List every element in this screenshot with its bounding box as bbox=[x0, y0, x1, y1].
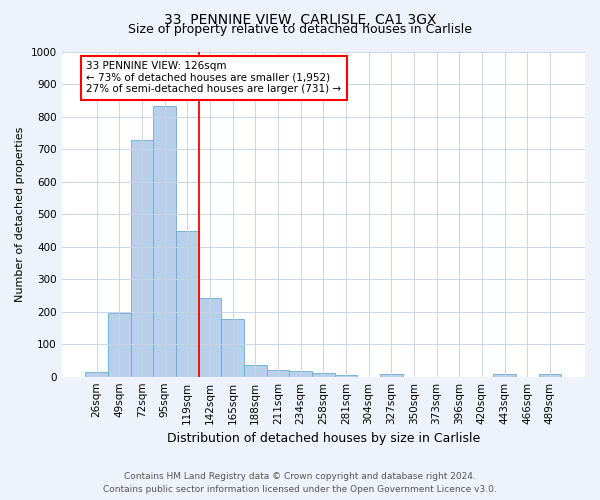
Bar bbox=[539, 374, 561, 376]
Bar bbox=[493, 374, 516, 376]
Bar bbox=[312, 373, 335, 376]
Bar bbox=[221, 319, 244, 376]
X-axis label: Distribution of detached houses by size in Carlisle: Distribution of detached houses by size … bbox=[167, 432, 480, 445]
Text: Contains HM Land Registry data © Crown copyright and database right 2024.
Contai: Contains HM Land Registry data © Crown c… bbox=[103, 472, 497, 494]
Bar bbox=[108, 314, 131, 376]
Bar bbox=[131, 140, 154, 376]
Bar bbox=[335, 374, 357, 376]
Bar bbox=[199, 298, 221, 376]
Y-axis label: Number of detached properties: Number of detached properties bbox=[15, 126, 25, 302]
Bar bbox=[154, 106, 176, 376]
Text: Size of property relative to detached houses in Carlisle: Size of property relative to detached ho… bbox=[128, 22, 472, 36]
Bar bbox=[176, 231, 199, 376]
Text: 33 PENNINE VIEW: 126sqm
← 73% of detached houses are smaller (1,952)
27% of semi: 33 PENNINE VIEW: 126sqm ← 73% of detache… bbox=[86, 62, 341, 94]
Bar bbox=[380, 374, 403, 376]
Bar bbox=[266, 370, 289, 376]
Text: 33, PENNINE VIEW, CARLISLE, CA1 3GX: 33, PENNINE VIEW, CARLISLE, CA1 3GX bbox=[164, 12, 436, 26]
Bar bbox=[244, 366, 266, 376]
Bar bbox=[85, 372, 108, 376]
Bar bbox=[289, 371, 312, 376]
